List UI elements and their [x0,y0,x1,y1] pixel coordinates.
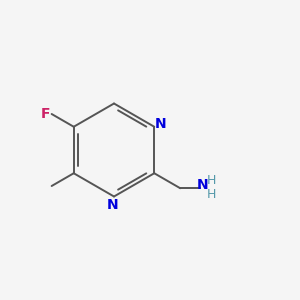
Text: N: N [107,198,118,212]
Text: F: F [40,107,50,121]
Text: H: H [207,188,216,201]
Text: N: N [197,178,208,192]
Text: N: N [155,117,167,131]
Text: H: H [207,174,216,187]
